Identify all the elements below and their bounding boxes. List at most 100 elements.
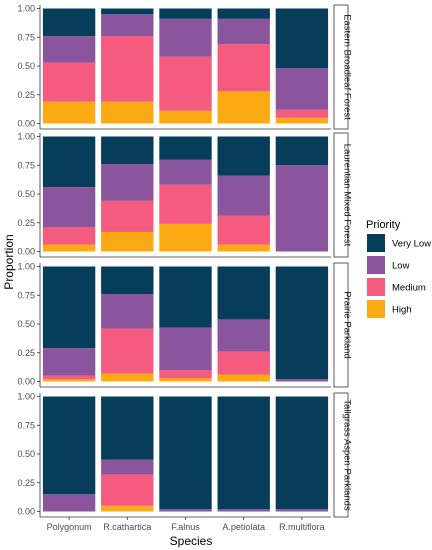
bar-segment: [217, 44, 270, 92]
y-tick-label: 0.25: [17, 478, 35, 488]
bar-segment: [217, 266, 270, 320]
bar-segment: [275, 117, 329, 124]
facet-strip-label: Tallgrass Aspen Parklands: [342, 399, 353, 511]
bar-segment: [217, 351, 270, 375]
y-axis-title: Proportion: [2, 234, 16, 289]
x-tick-label: R.cathartica: [103, 522, 151, 532]
bar-segment: [101, 459, 154, 475]
bar-segment: [217, 374, 270, 382]
bar-segment: [42, 187, 96, 228]
panel-1: 0.00 0.25 0.50 0.75 1.00 Eastern Broadleaf Fo…: [17, 4, 353, 130]
bar-segment: [101, 14, 154, 37]
bar-segment: [275, 165, 329, 252]
bar-segment: [159, 56, 212, 111]
bar-segment: [42, 396, 96, 495]
bar-segment: [101, 231, 154, 252]
bar-segment: [275, 8, 329, 69]
y-tick-label: 0.50: [17, 189, 35, 199]
bar-segment: [42, 348, 96, 376]
x-axis: Polygonum R.cathartica F.alnus A.petiolata R…: [47, 517, 325, 532]
x-tick-label: Polygonum: [47, 522, 92, 532]
bar-segment: [42, 266, 96, 349]
bar-segment: [159, 159, 212, 185]
bar-segment: [159, 396, 212, 510]
bar-segment: [159, 327, 212, 370]
y-tick-label: 0.25: [17, 348, 35, 358]
y-tick-label: 0.50: [17, 61, 35, 71]
legend-label: High: [392, 305, 412, 316]
bar-segment: [159, 136, 212, 160]
bar-segment: [101, 200, 154, 232]
bar-segment: [42, 36, 96, 63]
bar-segment: [275, 396, 329, 510]
bar-segment: [159, 8, 212, 19]
bar-segment: [159, 110, 212, 124]
bar-segment: [159, 378, 212, 382]
bar-segment: [101, 164, 154, 201]
panel-3: 0.00 0.25 0.50 0.75 1.00 Prairie Parkland: [17, 262, 353, 388]
y-tick-label: 0.50: [17, 449, 35, 459]
facet-strip-label: Prairie Parkland: [342, 291, 353, 359]
panel-2: 0.00 0.25 0.50 0.75 1.00 Laurentian Mixed For…: [17, 132, 353, 258]
bar-segment: [42, 136, 96, 188]
bar-segment: [101, 474, 154, 506]
bar-segment: [101, 36, 154, 102]
bar-segment: [42, 62, 96, 102]
y-tick-label: 0.00: [17, 247, 35, 257]
facet-strip: [333, 262, 349, 388]
y-tick-label: 1.00: [17, 4, 35, 14]
bar-segment: [217, 509, 270, 512]
y-tick-label: 0.00: [17, 507, 35, 517]
facet-strip-label: Eastern Broadleaf Forest: [342, 14, 353, 120]
bar-segment: [42, 379, 96, 382]
bar-segment: [217, 18, 270, 45]
y-tick-label: 0.00: [17, 119, 35, 129]
bar-segment: [42, 494, 96, 512]
y-tick-label: 1.00: [17, 392, 35, 402]
bar-segment: [217, 136, 270, 176]
bar-segment: [101, 8, 154, 15]
legend-swatch: [367, 234, 385, 252]
x-tick-label: R.multiflora: [279, 522, 325, 532]
bar-segment: [101, 328, 154, 374]
y-tick-label: 0.75: [17, 420, 35, 430]
bar-segment: [159, 266, 212, 328]
bar-segment: [101, 101, 154, 124]
bar-segment: [217, 175, 270, 216]
bar-segment: [42, 227, 96, 245]
x-axis-title: Species: [170, 534, 213, 548]
bar-segment: [217, 319, 270, 352]
x-tick-label: F.alnus: [171, 522, 200, 532]
bar-segment: [217, 244, 270, 252]
bar-segment: [275, 109, 329, 118]
bar-segment: [275, 266, 329, 380]
bar-segment: [159, 184, 212, 224]
bar-segment: [101, 266, 154, 295]
bar-segment: [217, 91, 270, 124]
bar-segment: [101, 396, 154, 460]
legend-label: Low: [392, 261, 410, 272]
y-tick-label: 0.25: [17, 218, 35, 228]
y-tick-label: 0.50: [17, 319, 35, 329]
bar-segment: [275, 379, 329, 382]
legend-swatch: [367, 300, 385, 318]
legend-label: Very Low: [392, 239, 431, 250]
panel-4: 0.00 0.25 0.50 0.75 1.00 Tallgrass Aspen Park…: [17, 392, 353, 518]
y-tick-label: 0.00: [17, 377, 35, 387]
y-tick-label: 0.25: [17, 90, 35, 100]
bar-segment: [42, 101, 96, 124]
panels: 0.00 0.25 0.50 0.75 1.00 Eastern Broadleaf Fo…: [17, 4, 353, 518]
bar-segment: [275, 136, 329, 166]
y-tick-label: 0.75: [17, 160, 35, 170]
y-tick-label: 0.75: [17, 290, 35, 300]
bar-segment: [42, 244, 96, 252]
bar-segment: [42, 8, 96, 37]
legend-swatch: [367, 256, 385, 274]
x-tick-label: A.petiolata: [222, 522, 265, 532]
bar-segment: [101, 373, 154, 382]
facet-strip-label: Laurentian Mixed Forest: [342, 144, 353, 247]
y-tick-label: 1.00: [17, 262, 35, 272]
bar-segment: [101, 294, 154, 329]
y-tick-label: 1.00: [17, 132, 35, 142]
